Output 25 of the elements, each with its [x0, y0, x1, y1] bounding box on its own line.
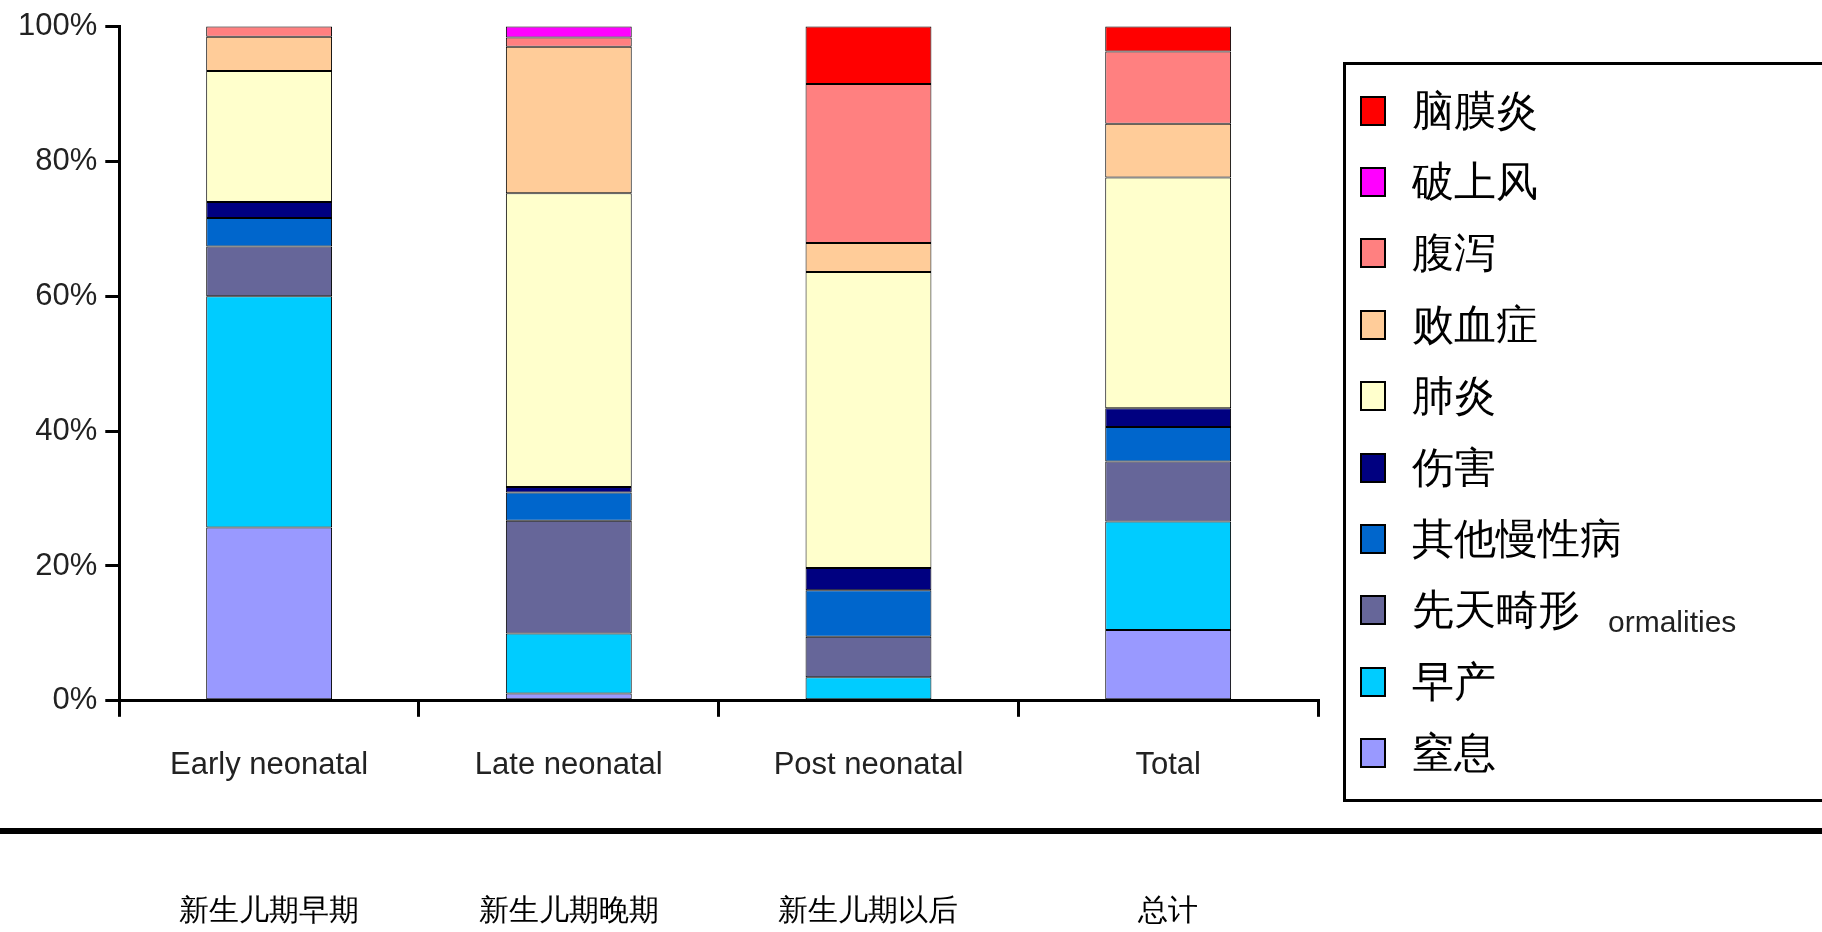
legend-label: 其他慢性病 — [1412, 514, 1622, 565]
legend-label: 破上风 — [1412, 157, 1538, 208]
x-tick-label: Post neonatal — [773, 745, 964, 781]
legend-label: 脑膜炎 — [1412, 85, 1538, 136]
y-tick-label: 20% — [35, 546, 98, 582]
legend-label: 败血症 — [1412, 299, 1538, 350]
text: ormalities — [1608, 605, 1737, 639]
y-tick-label: 40% — [35, 411, 98, 447]
y-tick-label: 80% — [35, 141, 98, 177]
text: 总计 — [1137, 891, 1199, 927]
text: 新生儿期以后 — [778, 891, 959, 927]
x-tick-label: Early neonatal — [170, 745, 369, 781]
y-tick-label: 0% — [52, 681, 98, 717]
text: 新生儿期早期 — [179, 891, 360, 927]
y-tick-label: 60% — [35, 276, 98, 312]
x-tick-label: Total — [1135, 745, 1201, 781]
legend-label: 早产 — [1412, 656, 1496, 707]
legend-label: 先天畸形 — [1412, 585, 1580, 636]
x-tick-label: Late neonatal — [474, 745, 663, 781]
legend-label: 窒息 — [1412, 728, 1496, 779]
legend-label: 腹泻 — [1412, 228, 1496, 279]
legend-label: 肺炎 — [1412, 371, 1496, 422]
text: 新生儿期晚期 — [478, 891, 659, 927]
legend-label: 伤害 — [1412, 442, 1496, 493]
y-tick-label: 100% — [17, 7, 98, 43]
